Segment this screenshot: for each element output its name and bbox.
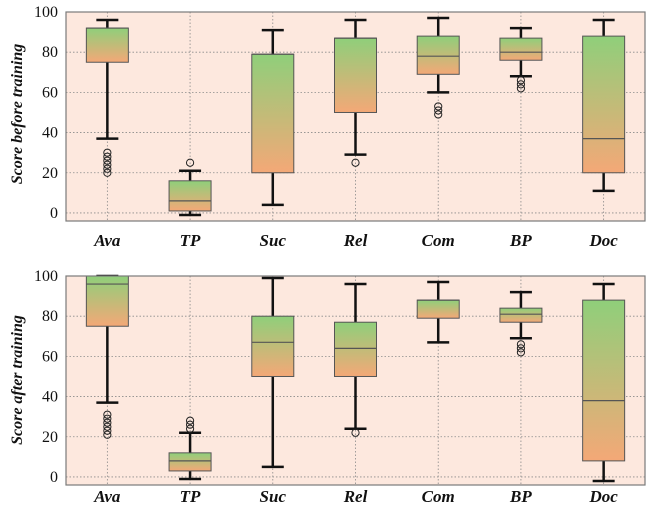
box-suc: [251, 276, 295, 469]
y-axis-label: Score after training: [9, 315, 26, 445]
outlier-point: [185, 158, 195, 167]
y-tick-label: 20: [42, 429, 58, 446]
outlier-point: [103, 414, 112, 423]
box-iqr: [416, 299, 460, 319]
outlier-point: [103, 152, 112, 161]
x-tick-label: Doc: [588, 231, 618, 250]
box-tp: [168, 416, 212, 481]
y-tick-label: 40: [42, 125, 58, 142]
outlier-point: [516, 80, 526, 89]
y-tick-label: 100: [34, 4, 58, 21]
y-tick-label: 60: [42, 84, 58, 101]
box-bp: [499, 26, 543, 93]
outlier-point: [434, 106, 443, 115]
x-tick-label: Rel: [343, 231, 368, 250]
y-tick-label: 20: [42, 165, 58, 182]
box-iqr: [85, 27, 129, 63]
outlier-point: [103, 426, 112, 435]
x-tick-label: Com: [422, 231, 455, 250]
y-tick-label: 80: [42, 308, 58, 325]
y-tick-label: 40: [42, 389, 58, 406]
box-iqr: [168, 180, 212, 212]
box-iqr: [251, 315, 295, 377]
box-rel: [334, 18, 377, 167]
box-iqr: [168, 452, 212, 472]
y-tick-label: 100: [34, 268, 58, 285]
box-com: [416, 16, 460, 119]
box-com: [416, 280, 460, 344]
box-rel: [334, 282, 377, 437]
box-bp: [499, 290, 543, 357]
box-iqr: [582, 35, 626, 174]
outlier-point: [103, 168, 112, 177]
x-tick-label: Ava: [93, 231, 121, 250]
box-suc: [251, 28, 295, 207]
box-iqr: [582, 299, 626, 462]
x-tick-label: Suc: [260, 231, 287, 250]
outlier-point: [351, 158, 360, 167]
y-axis-label: Score before training: [9, 44, 26, 184]
outlier-point: [516, 76, 526, 85]
outlier-point: [103, 422, 112, 431]
x-tick-label: Doc: [588, 487, 618, 506]
x-tick-label: BP: [509, 231, 532, 250]
box-iqr: [334, 37, 377, 113]
chart-panel-before: Score before training 0 20 40 60 80 100 Ava TP S…: [9, 4, 646, 250]
outlier-point: [516, 348, 526, 357]
outlier-point: [434, 102, 443, 111]
outlier-point: [516, 340, 526, 349]
box-doc: [582, 18, 626, 193]
outlier-point: [434, 110, 443, 119]
outlier-point: [103, 148, 112, 157]
outlier-point: [185, 420, 195, 429]
y-tick-label: 80: [42, 44, 58, 61]
box-iqr: [499, 37, 543, 61]
x-tick-label: TP: [180, 231, 201, 250]
plot-frame: [65, 275, 646, 486]
box-ava: [85, 274, 129, 439]
plot-frame: [65, 11, 646, 222]
outlier-point: [185, 416, 195, 425]
outlier-point: [103, 156, 112, 165]
outlier-point: [103, 164, 112, 173]
y-tick-label: 0: [50, 469, 58, 486]
box-tp: [168, 158, 212, 217]
box-iqr: [499, 307, 543, 323]
outlier-point: [185, 424, 195, 433]
outlier-point: [103, 410, 112, 419]
box-iqr: [334, 321, 377, 377]
x-tick-label: Rel: [343, 487, 368, 506]
outlier-point: [103, 160, 112, 169]
x-tick-label: TP: [180, 487, 201, 506]
box-iqr: [251, 53, 295, 174]
chart-panel-after: Score after training 0 20 40 60 80 100 Ava TP Su…: [9, 268, 646, 506]
outlier-point: [516, 84, 526, 93]
box-ava: [85, 18, 129, 177]
outlier-point: [103, 430, 112, 439]
box-iqr: [416, 35, 460, 75]
x-tick-label: Suc: [260, 487, 287, 506]
outlier-point: [516, 344, 526, 353]
y-tick-label: 60: [42, 348, 58, 365]
outlier-point: [103, 418, 112, 427]
x-tick-label: BP: [509, 487, 532, 506]
outlier-point: [351, 428, 360, 437]
x-tick-label: Com: [422, 487, 455, 506]
box-doc: [582, 282, 626, 483]
x-tick-label: Ava: [93, 487, 121, 506]
y-tick-label: 0: [50, 205, 58, 222]
